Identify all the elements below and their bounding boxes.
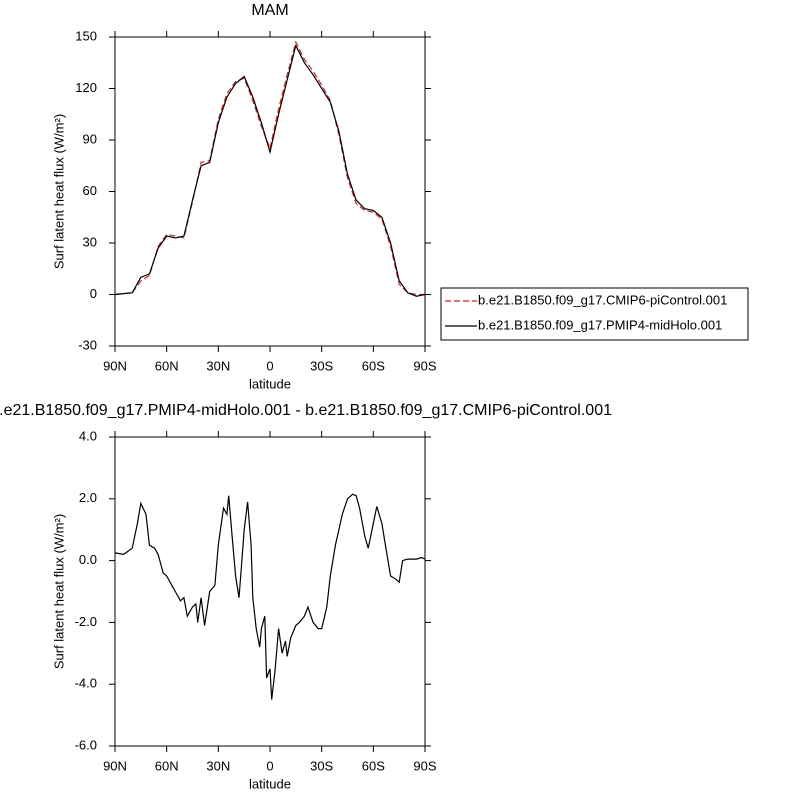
- legend-label: b.e21.B1850.f09_g17.PMIP4-midHolo.001: [478, 317, 722, 332]
- y-tick-label: -4.0: [75, 676, 97, 691]
- x-tick-label: 90N: [103, 358, 127, 373]
- x-tick-label: 90S: [413, 758, 436, 773]
- y-tick-label: -2.0: [75, 614, 97, 629]
- data-line: [114, 493, 426, 700]
- chart-title: b.e21.B1850.f09_g17.PMIP4-midHolo.001 - …: [0, 402, 612, 419]
- y-tick-label: 90: [83, 131, 97, 146]
- legend-box: [440, 287, 749, 341]
- y-tick-label: 0: [90, 286, 97, 301]
- x-tick-label: 30N: [206, 758, 230, 773]
- plot-frame: [114, 36, 426, 347]
- x-tick-label: 90N: [103, 758, 127, 773]
- x-tick-label: 30S: [310, 358, 333, 373]
- y-tick-label: 2.0: [79, 490, 97, 505]
- x-tick-label: 30S: [310, 758, 333, 773]
- x-tick-label: 0: [266, 358, 273, 373]
- x-tick-label: 60N: [155, 358, 179, 373]
- x-tick-label: 60N: [155, 758, 179, 773]
- y-tick-label: -6.0: [75, 737, 97, 752]
- y-tick-label: -30: [78, 337, 97, 352]
- data-line: [114, 40, 425, 296]
- data-line: [114, 43, 426, 297]
- x-tick-label: 60S: [362, 758, 385, 773]
- y-tick-label: 30: [83, 234, 97, 249]
- y-tick-label: 60: [83, 183, 97, 198]
- plot-frame: [114, 436, 426, 747]
- y-tick-label: 120: [75, 80, 97, 95]
- x-axis-label: latitude: [249, 776, 291, 791]
- x-tick-label: 60S: [362, 358, 385, 373]
- x-tick-label: 30N: [206, 358, 230, 373]
- x-tick-label: 0: [266, 758, 273, 773]
- y-axis-label: Surf latent heat flux (W/m²): [51, 114, 66, 269]
- legend-label: b.e21.B1850.f09_g17.CMIP6-piControl.001: [478, 292, 727, 307]
- y-tick-label: 150: [75, 28, 97, 43]
- x-axis-label: latitude: [249, 376, 291, 391]
- x-tick-label: 90S: [413, 358, 436, 373]
- y-tick-label: 4.0: [79, 428, 97, 443]
- chart-title: MAM: [251, 2, 288, 19]
- y-tick-label: 0.0: [79, 552, 97, 567]
- y-axis-label: Surf latent heat flux (W/m²): [51, 514, 66, 669]
